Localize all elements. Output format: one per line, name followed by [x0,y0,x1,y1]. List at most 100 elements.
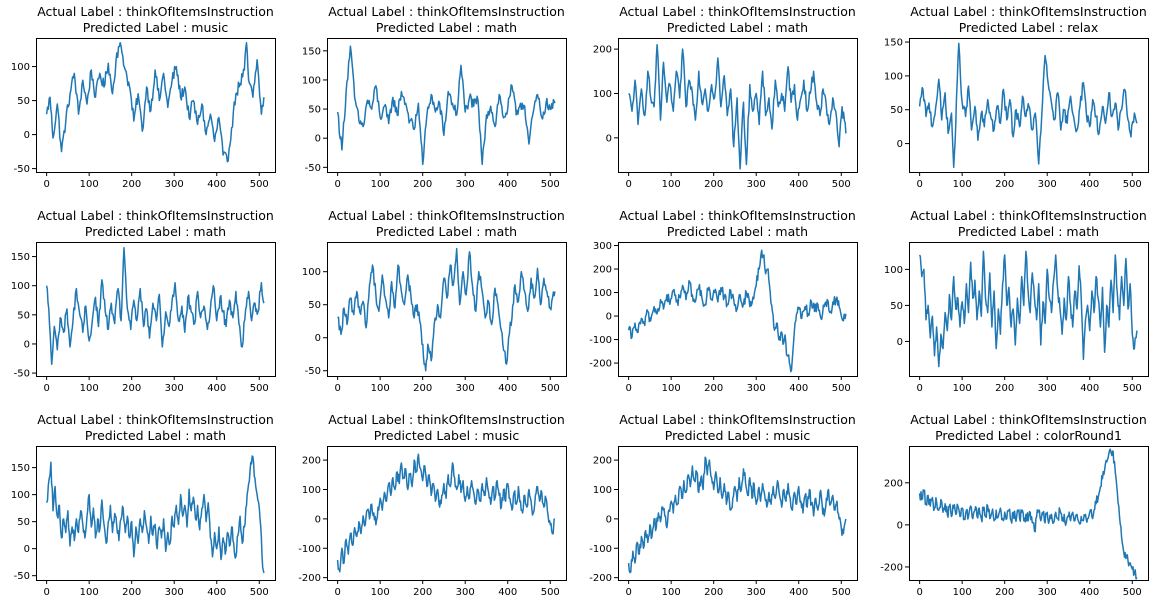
x-tick-label: 300 [456,587,475,598]
x-tick-label: 200 [122,383,141,394]
x-tick-label: 300 [165,179,184,190]
x-tick-label: 200 [122,587,141,598]
x-tick-label: 400 [498,587,517,598]
y-tick-label: 100 [302,75,321,86]
series-line [45,247,265,366]
x-tick-label: 500 [250,587,269,598]
subplot-title: Actual Label : thinkOfItemsInstruction [328,4,565,19]
x-tick-label: 0 [625,587,631,598]
x-tick-label: 200 [995,587,1014,598]
series-line [336,45,556,166]
x-tick-label: 500 [541,383,560,394]
y-tick-label: 50 [17,96,30,107]
plot-frame [36,38,276,173]
x-tick-label: 400 [498,383,517,394]
x-tick-label: 0 [625,383,631,394]
subplot-10: Actual Label : thinkOfItemsInstructionPr… [298,412,567,598]
x-tick-label: 400 [789,587,808,598]
y-tick-label: 0 [897,337,903,348]
x-tick-label: 400 [207,383,226,394]
y-tick-label: 200 [302,456,321,467]
y-tick-label: 50 [17,517,30,528]
plot-frame [909,446,1149,581]
x-tick-label: 400 [207,179,226,190]
y-tick-label: 100 [302,485,321,496]
subplot-title: Actual Label : thinkOfItemsInstruction [910,208,1147,223]
x-tick-label: 100 [80,383,99,394]
subplot-7: Actual Label : thinkOfItemsInstructionPr… [589,208,858,394]
x-tick-label: 0 [916,587,922,598]
x-tick-label: 300 [1038,587,1057,598]
y-tick-label: 0 [897,139,903,150]
x-tick-label: 500 [541,179,560,190]
y-tick-label: 200 [884,478,903,489]
plot-frame [618,446,858,581]
x-tick-label: 500 [1123,587,1142,598]
x-tick-label: 500 [832,383,851,394]
plot-frame [36,242,276,377]
x-tick-label: 0 [625,179,631,190]
x-tick-label: 400 [1080,179,1099,190]
subplot-title: Actual Label : thinkOfItemsInstruction [910,4,1147,19]
subplot-subtitle: Predicted Label : math [667,20,808,35]
y-tick-label: 50 [17,310,30,321]
series-line [336,453,556,573]
subplot-subtitle: Predicted Label : colorRound1 [935,428,1122,443]
y-tick-label: -200 [589,359,612,370]
x-tick-label: 200 [413,179,432,190]
series-line [918,42,1138,169]
series-line [337,247,556,372]
subplot-11: Actual Label : thinkOfItemsInstructionPr… [589,412,858,598]
subplot-title: Actual Label : thinkOfItemsInstruction [328,208,565,223]
x-tick-label: 200 [704,179,723,190]
y-tick-label: 0 [24,339,30,350]
subplot-9: Actual Label : thinkOfItemsInstructionPr… [11,412,276,598]
subplot-3: Actual Label : thinkOfItemsInstructionPr… [593,4,858,190]
x-tick-label: 0 [916,383,922,394]
y-tick-label: 50 [890,301,903,312]
x-tick-label: 200 [413,587,432,598]
y-tick-label: 150 [11,252,30,263]
x-tick-label: 0 [334,383,340,394]
x-tick-label: 200 [704,383,723,394]
plot-frame [327,446,567,581]
x-tick-label: 500 [832,587,851,598]
y-tick-label: 100 [11,62,30,73]
subplot-subtitle: Predicted Label : math [376,20,517,35]
y-tick-label: 100 [593,288,612,299]
x-tick-label: 100 [371,587,390,598]
x-tick-label: 500 [832,179,851,190]
y-tick-label: -50 [305,366,321,377]
y-tick-label: 100 [593,485,612,496]
y-tick-label: 100 [302,267,321,278]
subplot-title: Actual Label : thinkOfItemsInstruction [37,412,274,427]
x-tick-label: 0 [334,587,340,598]
y-tick-label: -50 [14,369,30,380]
x-tick-label: 400 [1080,383,1099,394]
y-tick-label: 200 [593,265,612,276]
y-tick-label: 0 [24,130,30,141]
x-tick-label: 300 [747,587,766,598]
x-tick-label: 300 [1038,383,1057,394]
series-line [627,249,847,373]
x-tick-label: 100 [953,587,972,598]
subplot-subtitle: Predicted Label : math [85,224,226,239]
x-tick-label: 200 [122,179,141,190]
x-tick-label: 100 [371,179,390,190]
x-tick-label: 300 [456,383,475,394]
y-tick-label: 0 [24,544,30,555]
x-tick-label: 0 [43,179,49,190]
y-tick-label: 100 [884,71,903,82]
x-tick-label: 500 [1123,179,1142,190]
series-line [45,41,265,163]
x-tick-label: 500 [250,383,269,394]
subplot-12: Actual Label : thinkOfItemsInstructionPr… [880,412,1149,598]
x-tick-label: 0 [334,179,340,190]
subplot-2: Actual Label : thinkOfItemsInstructionPr… [302,4,567,190]
y-tick-label: -200 [880,562,903,573]
plot-frame [909,38,1149,173]
x-tick-label: 100 [662,383,681,394]
plot-frame [618,242,858,377]
y-tick-label: -100 [589,335,612,346]
